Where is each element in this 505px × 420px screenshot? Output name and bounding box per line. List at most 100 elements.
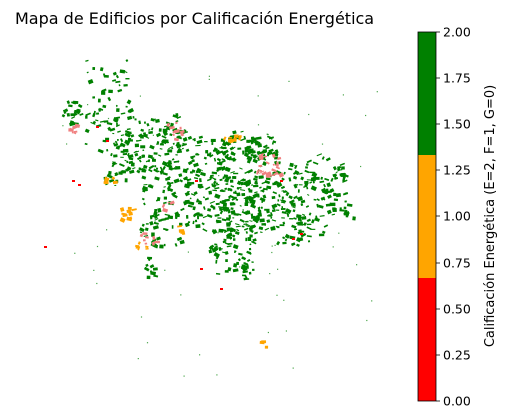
- building-footprint: [151, 157, 155, 159]
- colorbar-tick: 0.00: [436, 394, 471, 409]
- building-footprint: [259, 186, 262, 189]
- building-footprint: [157, 207, 162, 213]
- building-footprint: [294, 164, 298, 169]
- building-footprint: [190, 156, 194, 160]
- building-footprint: [222, 190, 226, 192]
- building-footprint: [243, 152, 249, 158]
- building-footprint: [216, 374, 218, 376]
- building-footprint: [220, 166, 224, 170]
- building-footprint: [266, 219, 271, 223]
- building-footprint: [176, 150, 183, 154]
- building-footprint: [356, 264, 358, 266]
- building-footprint: [215, 259, 218, 264]
- building-footprint: [117, 130, 121, 133]
- building-footprint: [154, 169, 160, 173]
- building-footprint: [74, 110, 77, 113]
- building-footprint: [236, 180, 242, 186]
- building-footprint: [257, 95, 259, 97]
- building-footprint: [143, 202, 146, 206]
- building-footprint: [96, 126, 99, 128]
- building-footprint: [296, 183, 299, 186]
- building-footprint: [271, 142, 274, 145]
- building-footprint: [115, 80, 121, 84]
- building-footprint: [232, 137, 237, 142]
- building-footprint: [172, 130, 175, 134]
- building-footprint: [154, 165, 157, 168]
- building-footprint: [114, 184, 117, 186]
- building-footprint: [292, 209, 296, 213]
- building-footprint: [325, 157, 331, 162]
- colorbar-tick-label: 0.50: [443, 302, 471, 317]
- building-footprint: [284, 238, 288, 242]
- building-footprint: [302, 213, 306, 216]
- colorbar-tick-label: 1.75: [443, 71, 471, 86]
- building-footprint: [145, 245, 149, 249]
- building-footprint: [169, 125, 175, 130]
- building-footprint: [332, 166, 337, 171]
- building-footprint: [228, 142, 232, 146]
- colorbar-tick: 2.00: [436, 25, 471, 40]
- building-footprint: [265, 177, 271, 181]
- building-footprint: [266, 133, 269, 136]
- building-footprint: [263, 155, 268, 158]
- building-footprint: [66, 143, 68, 145]
- building-footprint: [296, 214, 302, 219]
- building-footprint: [229, 179, 234, 183]
- building-footprint: [85, 115, 88, 119]
- building-footprint: [128, 160, 134, 165]
- building-footprint: [189, 181, 195, 185]
- building-footprint: [215, 182, 218, 185]
- building-footprint: [308, 212, 312, 216]
- building-footprint: [109, 127, 116, 132]
- building-footprint: [248, 139, 255, 143]
- building-footprint: [85, 112, 91, 116]
- building-footprint: [187, 191, 190, 193]
- building-footprint: [126, 143, 129, 146]
- building-footprint: [183, 375, 185, 377]
- building-footprint: [149, 214, 155, 218]
- building-footprint: [245, 237, 248, 242]
- building-footprint: [170, 181, 174, 184]
- building-footprint: [189, 171, 193, 174]
- building-footprint: [184, 222, 190, 228]
- building-footprint: [125, 149, 129, 153]
- building-footprint: [262, 194, 267, 199]
- building-footprint: [325, 203, 331, 207]
- colorbar: 2.00 1.75 1.50 1.25 1.00 0.75 0.50 0.25 …: [417, 25, 498, 409]
- building-footprint: [115, 74, 119, 79]
- building-footprint: [229, 202, 235, 205]
- building-footprint: [249, 243, 252, 246]
- building-footprint: [159, 166, 163, 171]
- building-footprint: [173, 137, 179, 142]
- building-footprint: [238, 252, 243, 256]
- building-footprint: [173, 160, 179, 163]
- building-footprint: [199, 354, 201, 356]
- building-footprint: [288, 177, 292, 182]
- building-footprint: [214, 213, 220, 217]
- building-footprint: [192, 138, 196, 141]
- building-footprint: [220, 189, 224, 192]
- building-footprint: [162, 227, 169, 231]
- building-footprint: [162, 207, 169, 213]
- building-footprint: [241, 266, 247, 269]
- building-footprint: [152, 267, 158, 271]
- building-footprint: [225, 174, 229, 178]
- building-footprint: [144, 227, 149, 231]
- building-footprint: [175, 113, 179, 117]
- building-footprint: [229, 158, 235, 161]
- building-footprint: [232, 176, 237, 180]
- building-footprint: [254, 231, 258, 235]
- building-footprint: [66, 112, 70, 117]
- building-footprint: [110, 152, 113, 157]
- building-footprint: [152, 235, 156, 241]
- building-footprint: [271, 174, 274, 176]
- building-footprint: [343, 206, 347, 210]
- building-footprint: [252, 268, 255, 271]
- building-footprint: [274, 164, 278, 166]
- building-footprint: [147, 184, 154, 189]
- building-footprint: [275, 225, 280, 228]
- building-footprint: [220, 146, 225, 150]
- building-footprint: [226, 245, 232, 248]
- building-footprint: [300, 203, 304, 207]
